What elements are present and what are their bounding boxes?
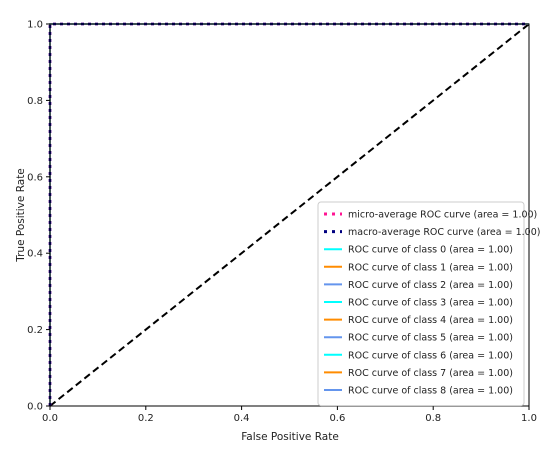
legend-label: ROC curve of class 4 (area = 1.00) [348, 315, 513, 326]
legend-label: ROC curve of class 0 (area = 1.00) [348, 245, 513, 256]
legend-label: ROC curve of class 8 (area = 1.00) [348, 386, 513, 397]
legend-label: ROC curve of class 1 (area = 1.00) [348, 262, 513, 273]
ticks-layer: 0.0 0.2 0.4 0.6 0.8 1.0 0.0 0.2 0.4 0.6 0.8 1.0 [27, 20, 537, 425]
legend-label: ROC curve of class 2 (area = 1.00) [348, 280, 513, 291]
chance-diagonal-line [49, 23, 530, 407]
legend-label: ROC curve of class 3 (area = 1.00) [348, 298, 513, 309]
y-axis-label: True Positive Rate [15, 168, 27, 263]
y-tick-label: 0.0 [27, 402, 43, 413]
y-tick-label: 0.2 [27, 325, 43, 336]
y-tick-label: 0.6 [27, 172, 43, 183]
legend: micro-average ROC curve (area = 1.00) mac… [317, 201, 540, 407]
x-tick-label: 0.2 [138, 413, 154, 424]
legend-label: micro-average ROC curve (area = 1.00) [348, 210, 537, 221]
legend-label: ROC curve of class 7 (area = 1.00) [348, 368, 513, 379]
x-tick-label: 0.0 [42, 413, 58, 424]
y-tick-label: 0.4 [27, 249, 43, 260]
x-axis-label: False Positive Rate [241, 431, 339, 443]
legend-label: macro-average ROC curve (area = 1.00) [348, 227, 540, 238]
y-tick-label: 0.8 [27, 96, 43, 107]
legend-label: ROC curve of class 6 (area = 1.00) [348, 350, 513, 361]
x-tick-label: 0.6 [329, 413, 345, 424]
plot-frame [49, 23, 530, 407]
x-tick-label: 0.8 [425, 413, 441, 424]
x-tick-label: 0.4 [234, 413, 250, 424]
x-tick-label: 1.0 [521, 413, 537, 424]
y-tick-label: 1.0 [27, 20, 43, 31]
legend-label: ROC curve of class 5 (area = 1.00) [348, 333, 513, 344]
legend-box [317, 201, 525, 407]
